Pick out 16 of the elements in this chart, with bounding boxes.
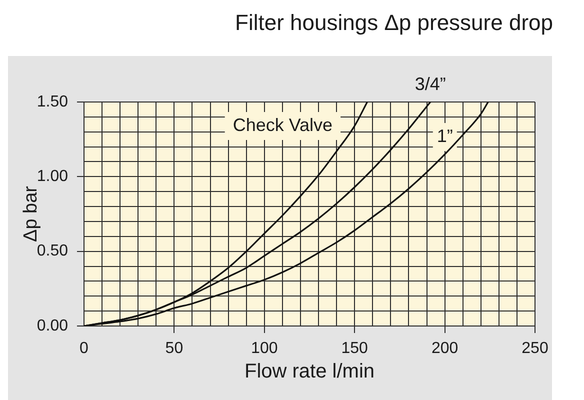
y-tick-label: 0.50 — [36, 242, 68, 260]
chart-title: Filter housings Δp pressure drop — [235, 10, 553, 35]
x-tick-label: 200 — [431, 340, 458, 358]
x-axis-title: Flow rate l/min — [244, 360, 375, 383]
x-tick-label: 50 — [165, 340, 184, 358]
series-label: 1” — [436, 126, 453, 146]
x-tick-label: 250 — [522, 340, 548, 358]
y-axis-title: Δp bar — [20, 185, 42, 242]
series-label: Check Valve — [232, 114, 333, 135]
y-tick-label: 1.50 — [36, 93, 68, 110]
x-tick-label: 0 — [80, 340, 89, 358]
x-tick-label: 150 — [341, 340, 368, 358]
series-label: 3/4” — [414, 74, 446, 94]
x-tick-label: 100 — [251, 340, 278, 358]
y-tick-label: 0.00 — [36, 317, 68, 334]
y-tick-label: 1.00 — [36, 168, 68, 186]
